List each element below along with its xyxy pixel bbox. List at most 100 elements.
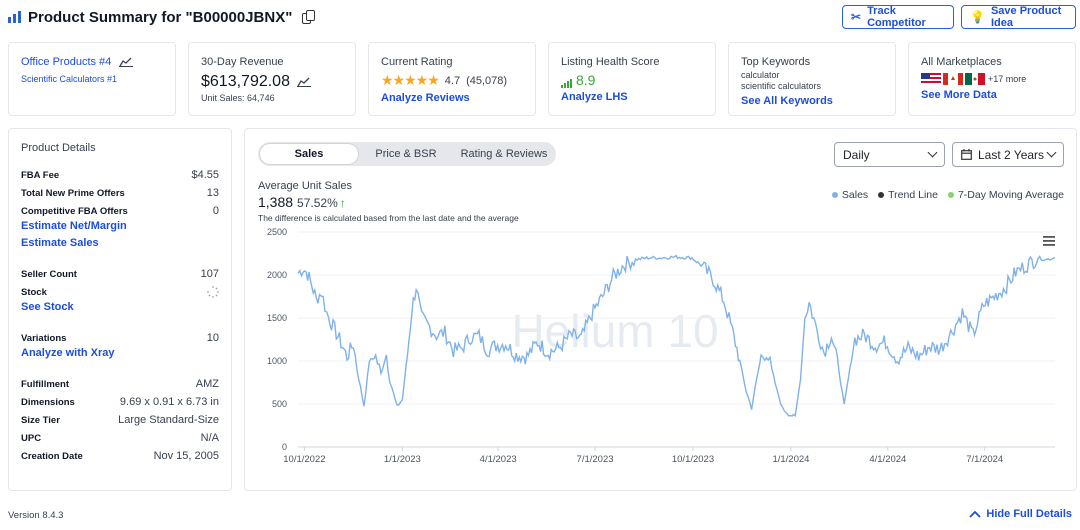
sales-chart-card: Sales Price & BSR Rating & Reviews Daily… xyxy=(244,128,1077,491)
track-competitor-button[interactable]: ✂ Track Competitor xyxy=(842,5,954,29)
save-product-idea-label: Save Product Idea xyxy=(990,5,1062,29)
size-tier-label: Size Tier xyxy=(21,414,60,426)
rating-count: (45,078) xyxy=(466,74,508,87)
analyze-reviews-link[interactable]: Analyze Reviews xyxy=(381,92,470,104)
detail-row: Fulfillment AMZ xyxy=(21,375,219,393)
tab-price-bsr[interactable]: Price & BSR xyxy=(375,148,437,160)
y-tick-label: 2000 xyxy=(267,270,287,280)
page-header: Product Summary for "B00000JBNX" xyxy=(8,6,316,28)
y-tick-label: 1500 xyxy=(267,313,287,323)
tab-rating-reviews[interactable]: Rating & Reviews xyxy=(460,148,548,160)
metric-summary: 1,388 57.52% ↑ xyxy=(258,194,346,210)
competitive-fba-value: 0 xyxy=(212,205,219,217)
see-all-keywords-link[interactable]: See All Keywords xyxy=(741,95,833,107)
size-tier-value: Large Standard-Size xyxy=(118,414,219,426)
copy-icon[interactable] xyxy=(302,10,316,24)
prime-offers-value: 13 xyxy=(206,187,219,199)
analyze-with-xray-link[interactable]: Analyze with Xray xyxy=(21,347,115,359)
variations-value: 10 xyxy=(206,332,219,344)
revenue-card: 30-Day Revenue $613,792.08 Unit Sales: 6… xyxy=(188,42,356,116)
fulfillment-label: Fulfillment xyxy=(21,378,70,390)
version-text: Version 8.4.3 xyxy=(8,510,64,521)
legend-trend-line[interactable]: Trend Line xyxy=(878,189,938,201)
date-range-select[interactable]: Last 2 Years xyxy=(952,142,1064,167)
revenue-value: $613,792.08 xyxy=(201,73,290,90)
unit-sales-label: Unit Sales: xyxy=(201,93,245,103)
legend-sales-label: Sales xyxy=(841,189,869,201)
x-tick-label: 7/1/2024 xyxy=(966,454,1003,465)
trend-chart-icon[interactable] xyxy=(296,77,311,87)
detail-row: Size Tier Large Standard-Size xyxy=(21,411,219,429)
category-main: Office Products #4 xyxy=(21,56,112,68)
chart-bars-icon xyxy=(8,11,22,23)
page-title: Product Summary for "B00000JBNX" xyxy=(28,8,293,26)
x-tick-label: 1/1/2024 xyxy=(772,454,809,465)
hide-full-details-button[interactable]: Hide Full Details xyxy=(969,508,1072,520)
detail-row: Competitive FBA Offers 0 xyxy=(21,202,219,220)
product-details-card: Product Details FBA Fee $4.55 Total New P… xyxy=(8,128,232,491)
legend-sales[interactable]: Sales xyxy=(831,189,869,201)
y-tick-label: 2500 xyxy=(267,227,287,237)
rating-stars: ★★★★★ xyxy=(381,72,440,88)
fba-fee-label: FBA Fee xyxy=(21,169,60,181)
granularity-select[interactable]: Daily xyxy=(834,142,945,167)
fulfillment-value: AMZ xyxy=(195,378,219,390)
detail-row: UPC N/A xyxy=(21,429,219,447)
keyword-item: calculator xyxy=(741,70,780,80)
seller-count-value: 107 xyxy=(200,268,219,280)
metric-value: 1,388 xyxy=(258,194,294,210)
see-stock-link[interactable]: See Stock xyxy=(21,301,74,313)
estimate-sales-link[interactable]: Estimate Sales xyxy=(21,237,99,249)
metric-note: The difference is calculated based from … xyxy=(258,213,519,223)
creation-date-label: Creation Date xyxy=(21,450,83,462)
chart-tabs: Sales Price & BSR Rating & Reviews xyxy=(258,142,556,166)
estimate-net-margin-link[interactable]: Estimate Net/Margin xyxy=(21,220,127,232)
detail-row: Creation Date Nov 15, 2005 xyxy=(21,447,219,465)
revenue-label: 30-Day Revenue xyxy=(201,56,284,68)
sales-chart: Helium 10 0 500 1000 1500 2000 2500 10/1/2022… xyxy=(267,227,1056,465)
health-value: 8.9 xyxy=(576,72,596,88)
category-sub[interactable]: Scientific Calculators #1 xyxy=(21,74,118,84)
x-tick-label: 1/1/2023 xyxy=(384,454,421,465)
detail-row: FBA Fee $4.55 xyxy=(21,166,219,184)
lightbulb-icon: 💡 xyxy=(970,10,985,24)
date-range-value: Last 2 Years xyxy=(978,147,1045,162)
hamburger-menu-icon[interactable] xyxy=(1042,234,1056,248)
detail-row: Variations 10 xyxy=(21,329,219,347)
x-tick-label: 4/1/2023 xyxy=(480,454,517,465)
y-tick-label: 0 xyxy=(282,442,287,452)
metric-label: Average Unit Sales xyxy=(258,180,352,192)
tab-sales[interactable]: Sales xyxy=(260,144,358,164)
y-tick-label: 500 xyxy=(272,399,287,409)
sales-series-line xyxy=(297,254,1056,418)
upc-value: N/A xyxy=(200,432,219,444)
dimensions-label: Dimensions xyxy=(21,396,75,408)
see-more-data-link[interactable]: See More Data xyxy=(921,89,997,101)
analyze-lhs-link[interactable]: Analyze LHS xyxy=(561,91,628,103)
legend-moving-average[interactable]: 7-Day Moving Average xyxy=(947,189,1064,201)
keywords-card: Top Keywords calculator scientific calcu… xyxy=(728,42,896,116)
save-product-idea-button[interactable]: 💡 Save Product Idea xyxy=(961,5,1076,29)
binoculars-icon: ✂ xyxy=(851,10,862,24)
competitive-fba-label: Competitive FBA Offers xyxy=(21,205,128,217)
x-tick-label: 10/1/2022 xyxy=(283,454,325,465)
category-rank[interactable]: Office Products #4 xyxy=(21,56,163,68)
rating-label: Current Rating xyxy=(381,56,453,68)
variations-label: Variations xyxy=(21,332,67,344)
granularity-value: Daily xyxy=(843,147,870,162)
unit-sales: Unit Sales: 64,746 xyxy=(201,93,343,103)
signal-icon xyxy=(561,78,572,88)
x-tick-label: 7/1/2023 xyxy=(577,454,614,465)
health-card: Listing Health Score 8.9 Analyze LHS xyxy=(548,42,716,116)
metric-change: 57.52% xyxy=(297,196,338,210)
track-competitor-label: Track Competitor xyxy=(867,5,926,29)
chart-legend: Sales Trend Line 7-Day Moving Average xyxy=(831,189,1064,201)
loading-spinner-icon xyxy=(207,286,219,298)
trend-chart-icon[interactable] xyxy=(119,57,134,67)
stock-label: Stock xyxy=(21,286,47,298)
keyword-item: scientific calculators xyxy=(741,81,822,91)
marketplaces-label: All Marketplaces xyxy=(921,56,1002,68)
y-tick-label: 1000 xyxy=(267,356,287,366)
prime-offers-label: Total New Prime Offers xyxy=(21,187,125,199)
more-marketplaces: +17 more xyxy=(988,74,1027,84)
